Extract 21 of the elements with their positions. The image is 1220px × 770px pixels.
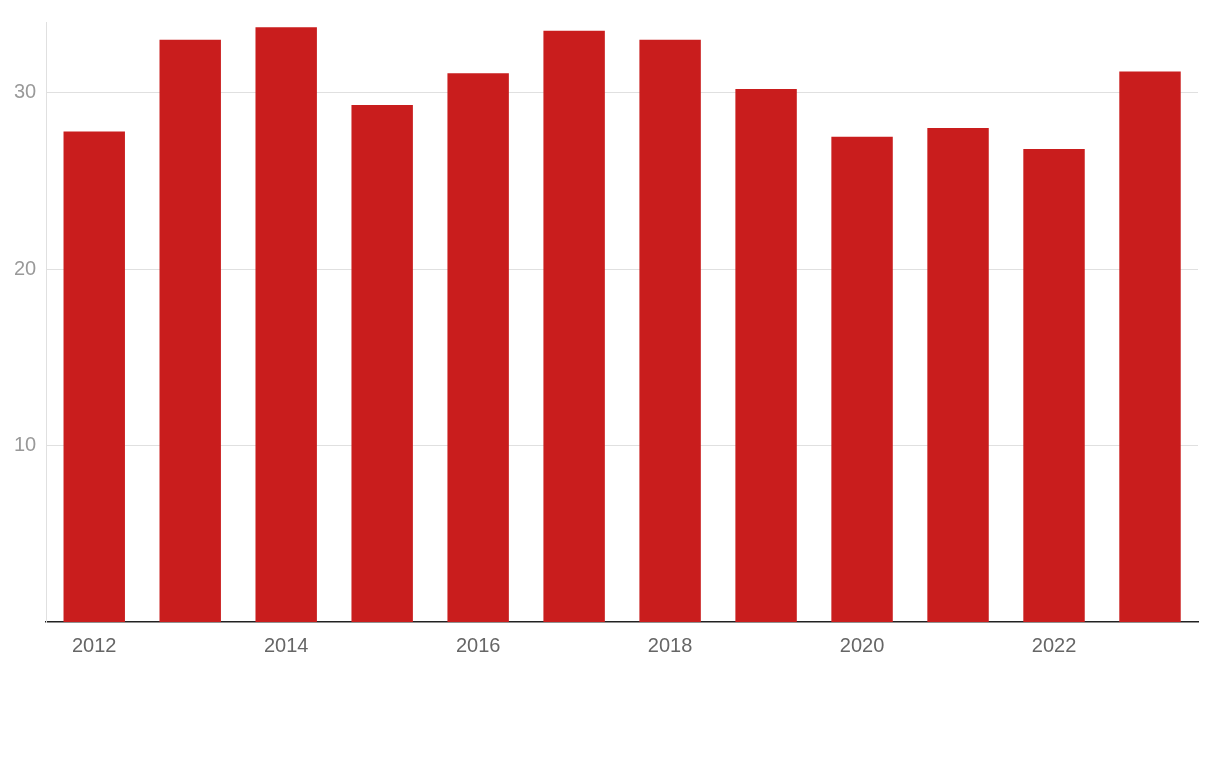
x-tick-label: 2020 xyxy=(839,633,885,656)
bar xyxy=(351,104,413,622)
bar xyxy=(255,27,317,622)
bar xyxy=(927,127,989,622)
bar xyxy=(543,30,605,622)
x-tick-label: 2016 xyxy=(455,633,501,656)
y-tick-label: 10 xyxy=(14,433,37,456)
y-tick-label: 20 xyxy=(14,256,37,279)
x-tick-label: 2014 xyxy=(263,633,309,656)
bar xyxy=(1119,71,1181,622)
bar xyxy=(831,136,893,622)
bar xyxy=(447,73,509,622)
x-tick-label: 2012 xyxy=(71,633,117,656)
y-tick-label: 30 xyxy=(14,80,37,103)
bar xyxy=(639,39,701,622)
bar xyxy=(1023,149,1085,622)
bar xyxy=(735,89,797,622)
x-tick-label: 2018 xyxy=(647,633,693,656)
bar xyxy=(63,131,125,622)
x-tick-label: 2022 xyxy=(1031,633,1077,656)
bar xyxy=(159,39,221,622)
